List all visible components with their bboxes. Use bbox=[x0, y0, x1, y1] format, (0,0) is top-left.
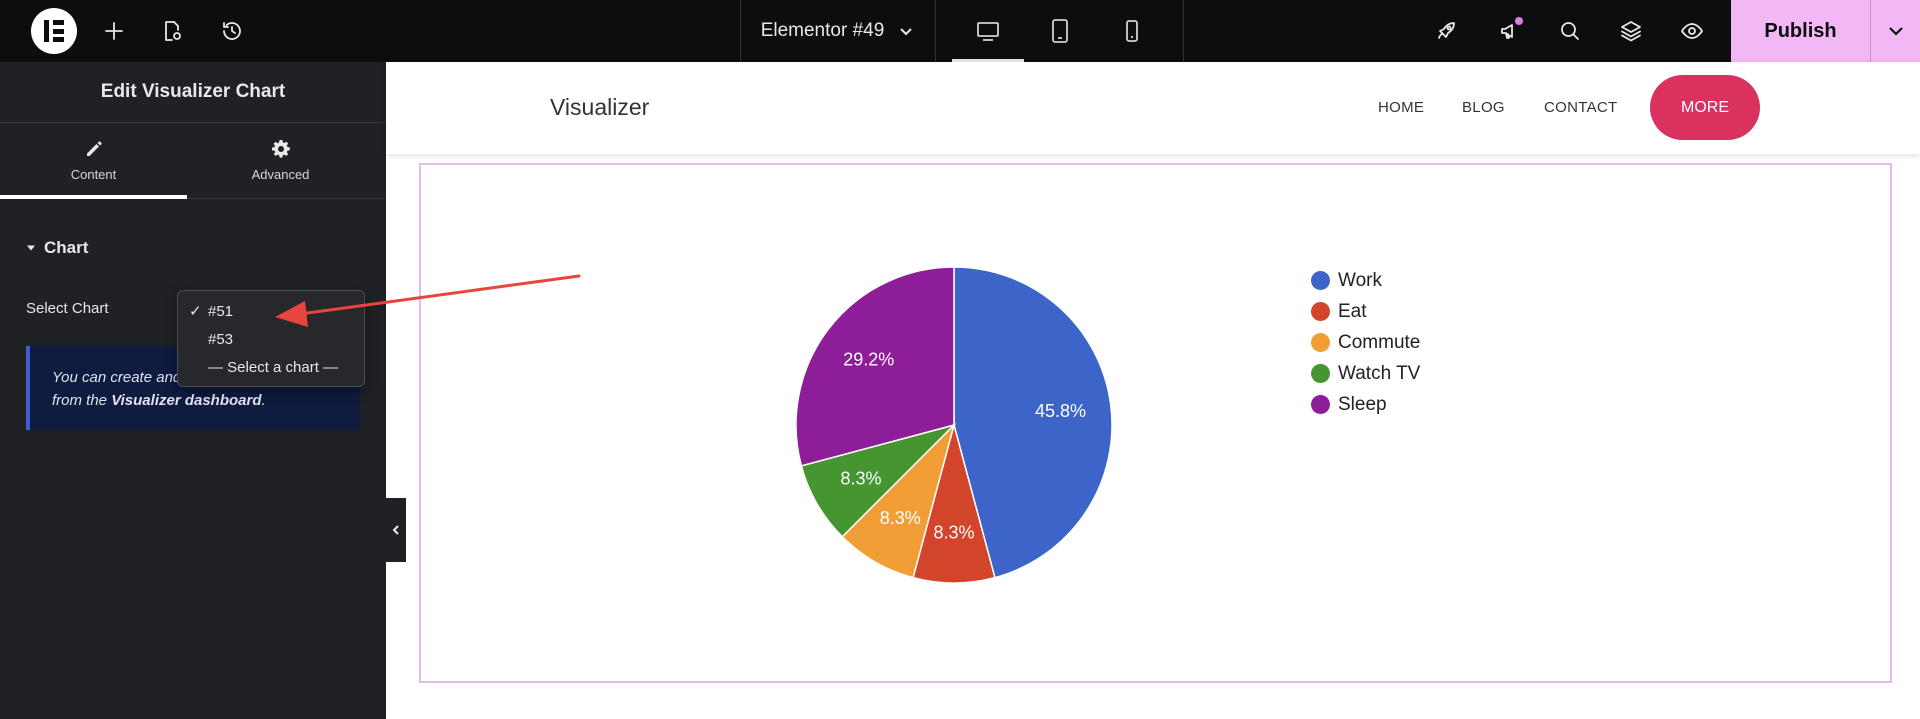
top-bar: Elementor #49 Publish bbox=[0, 0, 1920, 62]
visualizer-dashboard-link[interactable]: Visualizer dashboard bbox=[111, 392, 262, 409]
separator bbox=[935, 0, 936, 62]
chevron-down-icon bbox=[900, 28, 912, 36]
tab-content[interactable]: Content bbox=[0, 123, 187, 199]
document-title: Elementor #49 bbox=[760, 20, 885, 41]
editor-panel: Edit Visualizer Chart Content Advanced C… bbox=[0, 62, 386, 719]
notifications-megaphone-icon[interactable] bbox=[1494, 15, 1526, 47]
separator bbox=[1183, 0, 1184, 62]
separator bbox=[740, 0, 741, 62]
nav-home[interactable]: HOME bbox=[1378, 99, 1425, 116]
visualizer-chart-widget[interactable]: 45.8% 8.3% 8.3% 8.3% 29.2% Work Eat Commute Wat… bbox=[419, 163, 1892, 683]
pie-chart: 45.8% 8.3% 8.3% 8.3% 29.2% bbox=[795, 266, 1113, 584]
legend-label: Eat bbox=[1338, 300, 1367, 322]
legend-swatch bbox=[1311, 364, 1330, 383]
layers-icon[interactable] bbox=[1615, 15, 1647, 47]
pie-slice-work[interactable] bbox=[953, 266, 1113, 579]
info-text-line2: from the Visualizer dashboard. bbox=[52, 392, 266, 409]
tab-advanced[interactable]: Advanced bbox=[187, 123, 374, 198]
option-label: — Select a chart — bbox=[208, 358, 339, 376]
publish-button[interactable]: Publish bbox=[1731, 0, 1870, 62]
tab-label: Advanced bbox=[251, 167, 310, 182]
legend-label: Work bbox=[1338, 269, 1382, 291]
search-icon[interactable] bbox=[1554, 15, 1586, 47]
chevron-down-icon bbox=[1888, 27, 1903, 36]
legend-swatch bbox=[1311, 302, 1330, 321]
nav-blog[interactable]: BLOG bbox=[1462, 99, 1505, 116]
desktop-view-icon[interactable] bbox=[952, 0, 1024, 62]
legend-label: Commute bbox=[1338, 331, 1421, 353]
legend-item-sleep[interactable]: Sleep bbox=[1311, 389, 1420, 420]
collapse-panel-button[interactable] bbox=[386, 498, 406, 562]
tablet-view-icon[interactable] bbox=[1024, 0, 1096, 62]
notification-dot bbox=[1515, 17, 1523, 25]
option-label: #53 bbox=[208, 330, 234, 348]
legend-item-watch-tv[interactable]: Watch TV bbox=[1311, 358, 1420, 389]
legend-label: Watch TV bbox=[1338, 362, 1421, 384]
pie-slice-label: 45.8% bbox=[1035, 401, 1086, 421]
tab-label: Content bbox=[70, 167, 117, 182]
more-button[interactable]: MORE bbox=[1650, 75, 1760, 140]
legend-swatch bbox=[1311, 395, 1330, 414]
legend-item-commute[interactable]: Commute bbox=[1311, 327, 1420, 358]
preview-eye-icon[interactable] bbox=[1676, 15, 1708, 47]
site-header: Visualizer HOME BLOG CONTACT MORE bbox=[386, 62, 1920, 154]
dropdown-option-placeholder[interactable]: — Select a chart — bbox=[178, 353, 364, 381]
mobile-view-icon[interactable] bbox=[1096, 0, 1168, 62]
pencil-icon bbox=[86, 141, 102, 156]
history-icon[interactable] bbox=[216, 15, 248, 47]
dropdown-option-51[interactable]: ✓ #51 bbox=[178, 297, 364, 325]
chart-section-toggle[interactable]: Chart bbox=[26, 238, 88, 258]
pie-slice-label: 8.3% bbox=[933, 522, 974, 542]
chart-legend: Work Eat Commute Watch TV Sleep bbox=[1311, 265, 1420, 420]
select-chart-dropdown[interactable]: ✓ #51 #53 — Select a chart — bbox=[177, 290, 365, 387]
legend-swatch bbox=[1311, 271, 1330, 290]
legend-item-work[interactable]: Work bbox=[1311, 265, 1420, 296]
add-element-icon[interactable] bbox=[98, 15, 130, 47]
pie-slice-label: 8.3% bbox=[880, 508, 921, 528]
page-settings-icon[interactable] bbox=[156, 15, 188, 47]
document-title-dropdown[interactable]: Elementor #49 bbox=[740, 0, 935, 62]
chevron-left-icon bbox=[392, 525, 399, 535]
select-chart-label: Select Chart bbox=[26, 300, 109, 317]
pie-slice-sleep[interactable] bbox=[795, 266, 955, 467]
publish-options-button[interactable] bbox=[1870, 0, 1920, 62]
nav-contact[interactable]: CONTACT bbox=[1544, 99, 1618, 116]
gear-icon bbox=[271, 140, 290, 158]
caret-down-icon bbox=[27, 245, 35, 251]
legend-swatch bbox=[1311, 333, 1330, 352]
pie-slice-label: 29.2% bbox=[843, 350, 894, 370]
dropdown-option-53[interactable]: #53 bbox=[178, 325, 364, 353]
option-label: #51 bbox=[208, 302, 234, 320]
panel-tabs: Content Advanced bbox=[0, 123, 386, 199]
legend-item-eat[interactable]: Eat bbox=[1311, 296, 1420, 327]
checkmark-icon: ✓ bbox=[189, 303, 202, 320]
panel-title: Edit Visualizer Chart bbox=[0, 62, 386, 123]
section-title: Chart bbox=[44, 238, 89, 257]
legend-label: Sleep bbox=[1338, 393, 1387, 415]
rocket-icon[interactable] bbox=[1430, 15, 1462, 47]
site-logo[interactable]: Visualizer bbox=[550, 94, 650, 120]
info-text-line1: You can create and bbox=[52, 369, 182, 386]
elementor-logo-icon[interactable] bbox=[31, 8, 77, 54]
pie-slice-label: 8.3% bbox=[840, 469, 881, 489]
